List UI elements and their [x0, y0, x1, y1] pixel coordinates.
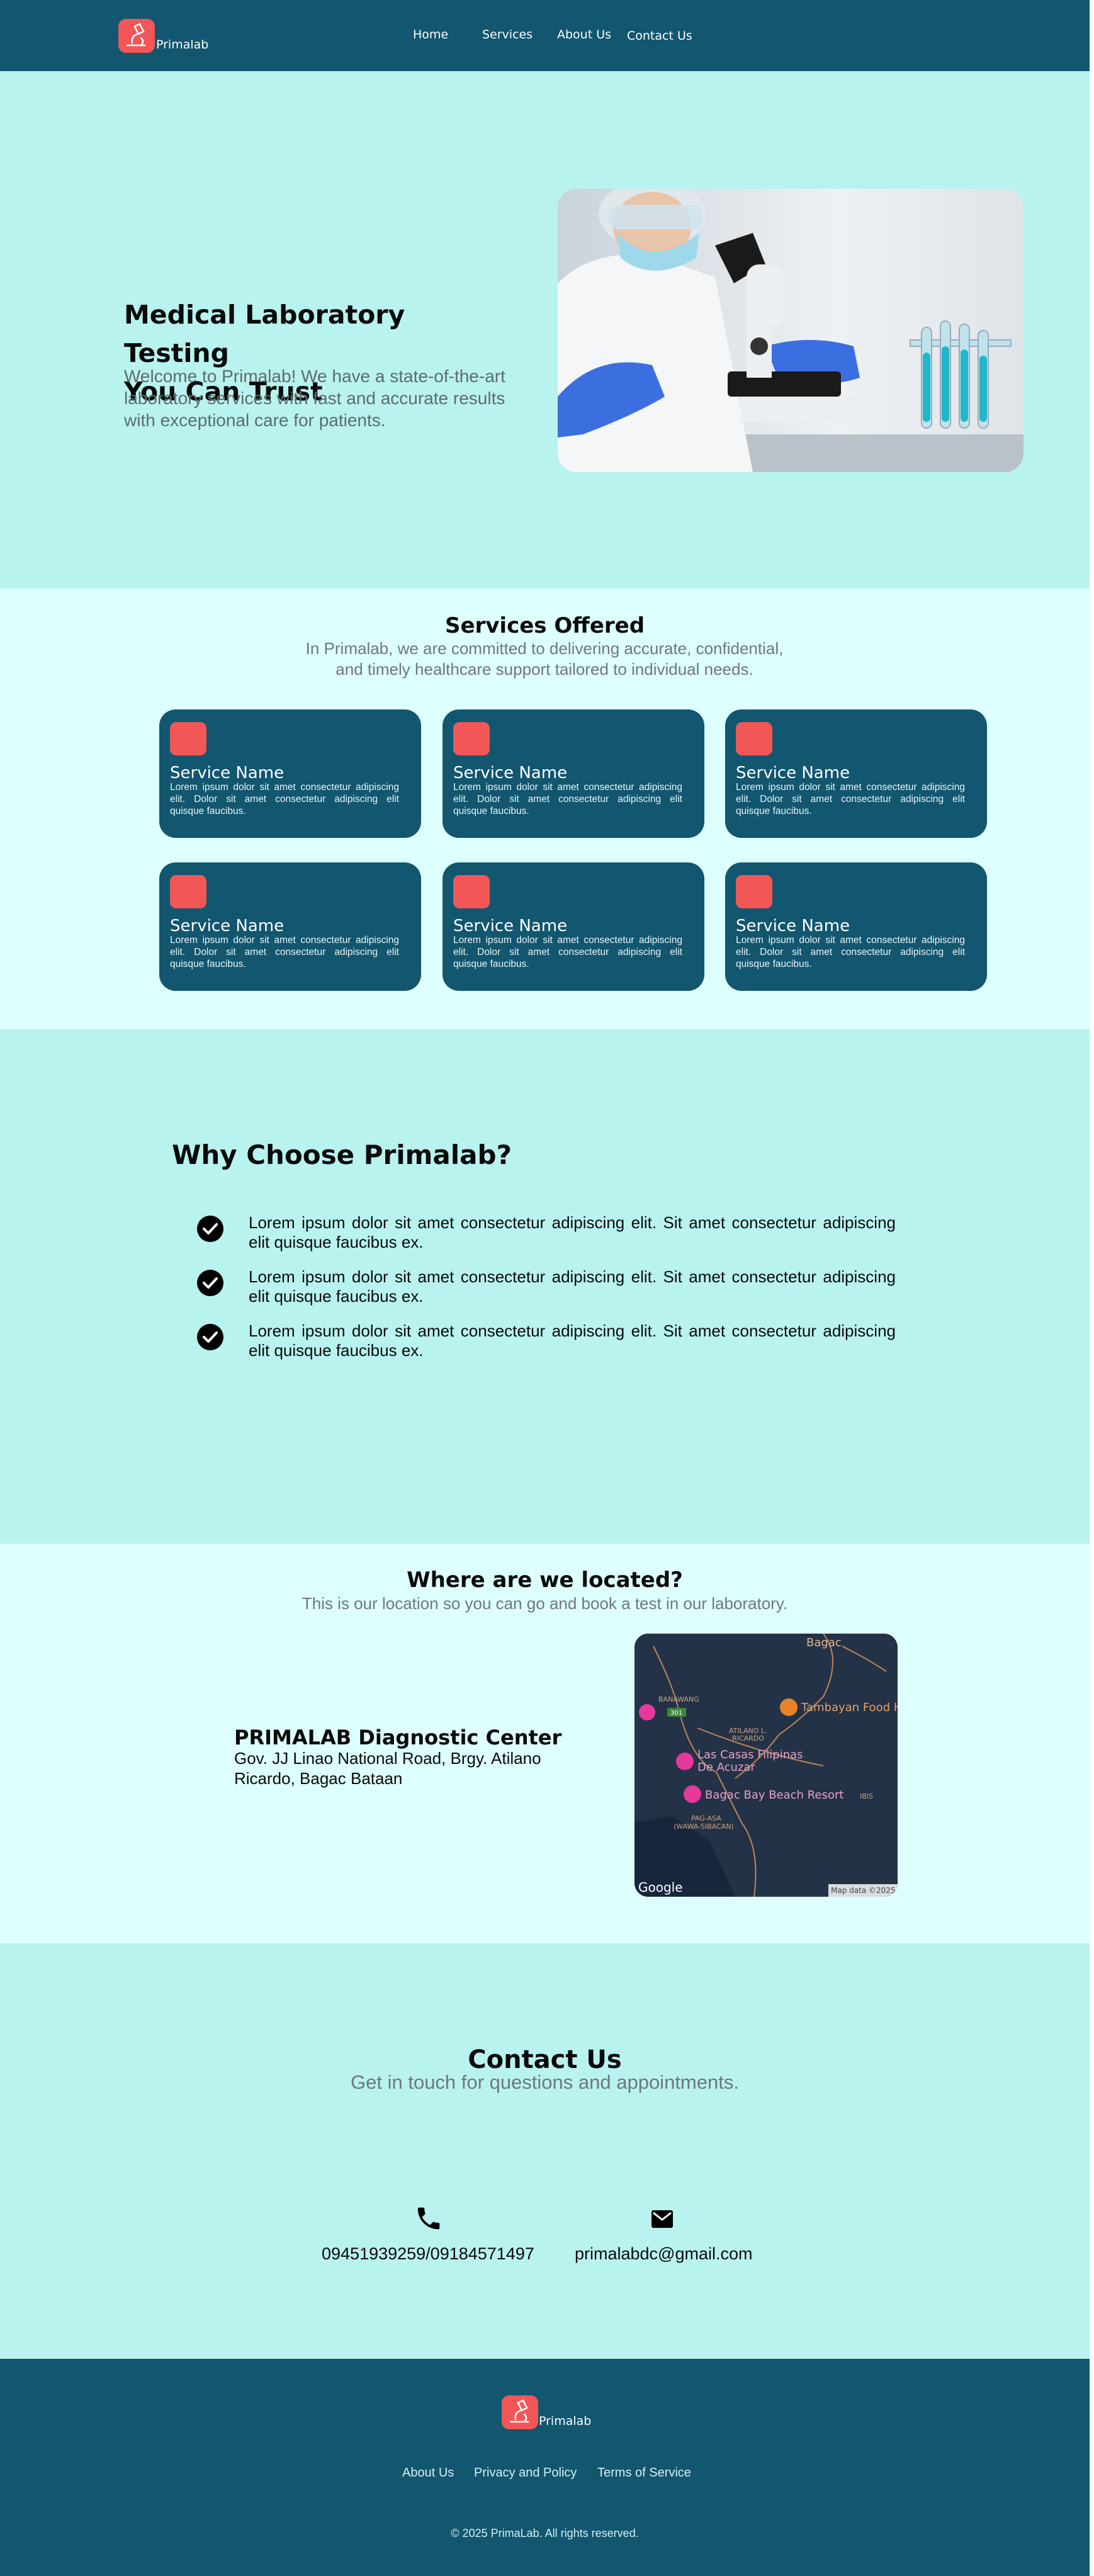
service-description: Lorem ipsum dolor sit amet consectetur a… — [453, 935, 682, 969]
services-section: Services Offered In Primalab, we are com… — [0, 589, 1090, 1029]
center-name: PRIMALAB Diagnostic Center — [234, 1726, 562, 1749]
google-logo: Google — [638, 1880, 683, 1895]
footer-logo[interactable] — [502, 2395, 538, 2429]
map-label-pag-asa-1: PAG-ASA — [691, 1814, 721, 1822]
service-description: Lorem ipsum dolor sit amet consectetur a… — [170, 782, 399, 816]
service-name: Service Name — [170, 764, 285, 782]
center-address: Gov. JJ Linao National Road, Brgy. Atila… — [234, 1749, 541, 1788]
service-icon — [736, 722, 772, 755]
map-pin[interactable] — [684, 1785, 701, 1803]
footer: Primalab About Us Privacy and Policy Ter… — [0, 2359, 1090, 2576]
map-canvas[interactable]: Bagac BANAWANG 301 ATILANO L. RICARDO Ta… — [634, 1634, 898, 1897]
service-icon — [453, 722, 490, 755]
top-navbar: Primalab Home Services About Us Contact … — [0, 0, 1090, 71]
service-name: Service Name — [453, 917, 568, 935]
road-shield — [667, 1708, 686, 1717]
map-label-tambayan: Tambayan Food H — [801, 1701, 898, 1714]
check-circle-icon — [197, 1270, 223, 1296]
check-circle-icon — [197, 1216, 223, 1242]
phone-icon — [417, 2207, 440, 2230]
contact-phone[interactable]: 09451939259/09184571497 — [322, 2244, 534, 2263]
service-description: Lorem ipsum dolor sit amet consectetur a… — [736, 935, 965, 969]
footer-link-privacy[interactable]: Privacy and Policy — [474, 2466, 577, 2480]
lab-technician-illustration — [558, 189, 1024, 472]
why-choose-section: Why Choose Primalab? Lorem ipsum dolor s… — [0, 1029, 1090, 1544]
logo[interactable] — [118, 19, 155, 53]
why-item-text: Lorem ipsum dolor sit amet consectetur a… — [249, 1267, 896, 1306]
microscope-icon — [126, 23, 146, 47]
copyright: © 2025 PrimaLab. All rights reserved. — [451, 2527, 639, 2539]
map-pin[interactable] — [780, 1698, 798, 1716]
map-label-atilano: ATILANO L. — [729, 1727, 767, 1735]
why-title: Why Choose Primalab? — [172, 1139, 512, 1170]
contact-email[interactable]: primalabdc@gmail.com — [575, 2244, 753, 2263]
service-icon — [170, 875, 206, 908]
map-label-road: 301 — [670, 1710, 682, 1717]
map-label-bagac-bay: Bagac Bay Beach Resort — [705, 1788, 843, 1802]
check-circle-icon — [197, 1324, 223, 1350]
contact-section: Contact Us Get in touch for questions an… — [0, 1943, 1090, 2359]
page-edge — [1090, 0, 1094, 2576]
footer-link-terms[interactable]: Terms of Service — [597, 2466, 691, 2480]
service-description: Lorem ipsum dolor sit amet consectetur a… — [170, 935, 399, 969]
service-description: Lorem ipsum dolor sit amet consectetur a… — [453, 782, 682, 816]
map-label-ibis: IBIS — [860, 1792, 873, 1800]
service-name: Service Name — [170, 917, 285, 935]
service-description: Lorem ipsum dolor sit amet consectetur a… — [736, 782, 965, 816]
map-label-las-casas-2: De Acuzar — [697, 1761, 755, 1774]
footer-link-about[interactable]: About Us — [402, 2466, 454, 2480]
map-label-pag-asa-2: (WAWA-SIBACAN) — [674, 1822, 734, 1831]
nav-link-services[interactable]: Services — [482, 28, 533, 42]
service-card[interactable]: Service Name Lorem ipsum dolor sit amet … — [443, 709, 704, 838]
microscope-icon — [509, 2399, 529, 2423]
location-subtitle: This is our location so you can go and b… — [302, 1594, 788, 1613]
service-card[interactable]: Service Name Lorem ipsum dolor sit amet … — [159, 862, 421, 991]
contact-subtitle: Get in touch for questions and appointme… — [351, 2071, 739, 2093]
map-label-banawang: BANAWANG — [658, 1695, 699, 1703]
brand-name[interactable]: Primalab — [156, 38, 209, 52]
service-card[interactable]: Service Name Lorem ipsum dolor sit amet … — [159, 709, 421, 838]
footer-brand[interactable]: Primalab — [539, 2414, 592, 2428]
map-label-las-casas-1: Las Casas Filipinas — [697, 1748, 803, 1761]
location-title: Where are we located? — [407, 1568, 683, 1593]
service-name: Service Name — [453, 764, 568, 782]
why-item-text: Lorem ipsum dolor sit amet consectetur a… — [249, 1321, 896, 1360]
mail-icon — [651, 2210, 673, 2228]
nav-link-about[interactable]: About Us — [557, 28, 612, 42]
nav-link-contact[interactable]: Contact Us — [627, 29, 692, 43]
map-pin[interactable] — [676, 1753, 694, 1770]
location-map[interactable]: Bagac BANAWANG 301 ATILANO L. RICARDO Ta… — [634, 1634, 898, 1897]
map-label-bagac: Bagac — [806, 1636, 842, 1649]
service-card[interactable]: Service Name Lorem ipsum dolor sit amet … — [443, 862, 704, 991]
service-name: Service Name — [736, 764, 850, 782]
service-icon — [453, 875, 490, 908]
services-title: Services Offered — [444, 613, 645, 638]
map-attribution: Map data ©2025 — [831, 1886, 896, 1895]
contact-title: Contact Us — [468, 2045, 622, 2074]
service-icon — [170, 722, 206, 755]
why-item-text: Lorem ipsum dolor sit amet consectetur a… — [249, 1213, 896, 1251]
map-attribution-bg — [828, 1884, 898, 1897]
location-section: Where are we located? This is our locati… — [0, 1544, 1090, 1943]
services-subtitle: In Primalab, we are committed to deliver… — [305, 639, 784, 679]
hero-lab-image — [558, 189, 1024, 472]
nav-link-home[interactable]: Home — [413, 28, 449, 42]
hero-section: Medical Laboratory Testing You Can Trust… — [0, 71, 1090, 589]
service-icon — [736, 875, 772, 908]
service-card[interactable]: Service Name Lorem ipsum dolor sit amet … — [725, 862, 987, 991]
hero-title: Medical Laboratory Testing You Can Trust — [124, 300, 405, 407]
map-pin[interactable] — [639, 1704, 655, 1720]
service-card[interactable]: Service Name Lorem ipsum dolor sit amet … — [725, 709, 987, 838]
service-name: Service Name — [736, 917, 850, 935]
map-label-ricardo: RICARDO — [732, 1734, 764, 1743]
hero-subtitle: Welcome to Primalab! We have a state-of-… — [124, 366, 505, 430]
